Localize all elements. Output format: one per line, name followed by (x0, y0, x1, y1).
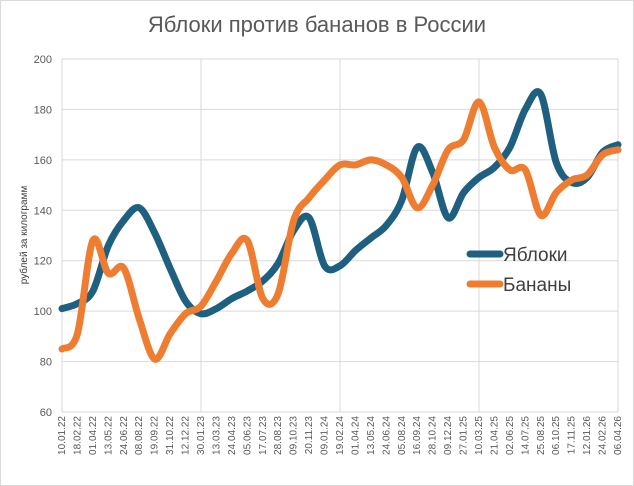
x-tick-label: 16.09.24 (412, 416, 423, 455)
x-tick-label: 01.04.22 (88, 416, 99, 455)
chart-title: Яблоки против бананов в России (147, 12, 487, 37)
y-tick-label: 80 (40, 357, 52, 369)
x-tick-label: 06.04.26 (613, 416, 624, 455)
x-tick-label: 27.01.25 (459, 416, 470, 455)
series-line-bananas (58, 98, 622, 363)
legend-label: Бананы (503, 275, 571, 296)
x-tick-label: 31.10.22 (165, 416, 176, 455)
x-tick-label: 13.03.23 (211, 416, 222, 455)
gridlines (61, 58, 619, 413)
x-tick-label: 30.01.23 (196, 416, 207, 455)
x-tick-label: 20.11.23 (304, 416, 315, 455)
x-tick-label: 09.10.23 (289, 416, 300, 455)
x-tick-label: 02.06.25 (505, 416, 516, 455)
x-tick-label: 12.01.26 (582, 416, 593, 455)
x-tick-label: 19.09.22 (150, 416, 161, 455)
x-tick-label: 10.03.25 (474, 416, 485, 455)
y-tick-label: 160 (34, 155, 52, 167)
x-tick-label: 28.08.23 (273, 416, 284, 455)
x-tick-label: 24.06.22 (119, 416, 130, 455)
y-tick-label: 140 (34, 205, 52, 217)
series-line-apples (58, 88, 622, 318)
x-tick-label: 05.06.23 (242, 416, 253, 455)
y-tick-label: 60 (40, 407, 52, 419)
x-tick-label: 24.06.24 (381, 416, 392, 455)
y-tick-label: 200 (34, 54, 52, 66)
x-tick-label: 05.08.24 (397, 416, 408, 455)
x-tick-label: 25.08.25 (536, 416, 547, 455)
x-tick-label: 13.05.24 (366, 416, 377, 455)
x-tick-label: 18.02.22 (72, 416, 83, 455)
x-tick-label: 10.01.22 (57, 416, 68, 455)
x-tick-label: 09.01.24 (320, 416, 331, 455)
x-tick-label: 14.07.25 (520, 416, 531, 455)
legend-label: Яблоки (503, 245, 568, 266)
y-tick-label: 100 (34, 306, 52, 318)
x-tick-label: 17.11.25 (567, 416, 578, 455)
series-lines (58, 88, 622, 363)
x-tick-label: 01.04.24 (350, 416, 361, 455)
y-tick-label: 180 (34, 104, 52, 116)
x-tick-label: 13.05.22 (103, 416, 114, 455)
x-tick-label: 19.02.24 (335, 416, 346, 455)
x-tick-label: 17.07.23 (258, 416, 269, 455)
y-tick-label: 120 (34, 256, 52, 268)
x-tick-label: 21.04.25 (489, 416, 500, 455)
x-tick-label: 28.10.24 (428, 416, 439, 455)
y-axis-label: рублей за килограмм (18, 186, 30, 285)
x-tick-label: 06.10.25 (551, 416, 562, 455)
x-tick-label: 08.08.22 (134, 416, 145, 455)
x-tick-label: 12.12.22 (181, 416, 192, 455)
x-tick-label: 09.12.24 (443, 416, 454, 455)
tick-labels: 60 80 100 120 140 160 180 200 10.01.22 18.02.22 01… (34, 54, 624, 455)
legend: Яблоки Бананы (466, 245, 571, 296)
x-tick-label: 24.04.23 (227, 416, 238, 455)
x-tick-label: 24.02.26 (598, 416, 609, 455)
